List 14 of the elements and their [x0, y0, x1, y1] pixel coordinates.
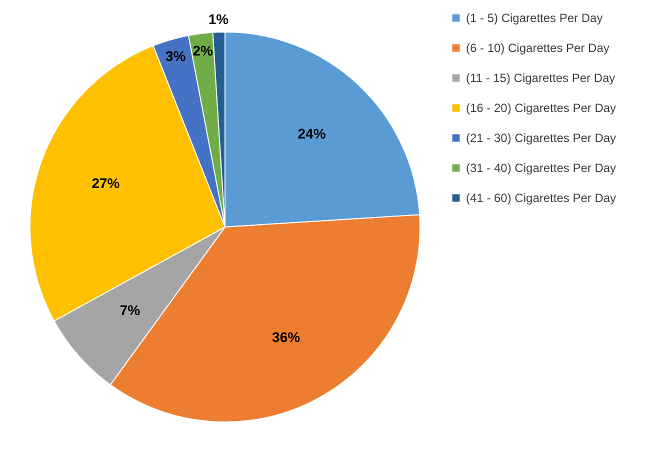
legend-label: (31 - 40) Cigarettes Per Day: [466, 161, 616, 175]
data-label: 27%: [92, 175, 120, 192]
data-label: 36%: [272, 329, 301, 346]
legend-label: (11 - 15) Cigarettes Per Day: [466, 71, 616, 85]
legend-label: (41 - 60) Cigarettes Per Day: [466, 191, 616, 205]
data-label: 2%: [192, 42, 214, 58]
data-label: 24%: [298, 126, 326, 142]
data-label: 3%: [166, 48, 186, 64]
data-label: 1%: [208, 11, 230, 28]
legend-label: (16 - 20) Cigarettes Per Day: [466, 101, 616, 115]
data-label: 7%: [120, 302, 141, 318]
legend-label: (21 - 30) Cigarettes Per Day: [466, 131, 616, 145]
legend-label: (1 - 5) Cigarettes Per Day: [466, 11, 603, 25]
legend-label: (6 - 10) Cigarettes Per Day: [466, 41, 610, 55]
